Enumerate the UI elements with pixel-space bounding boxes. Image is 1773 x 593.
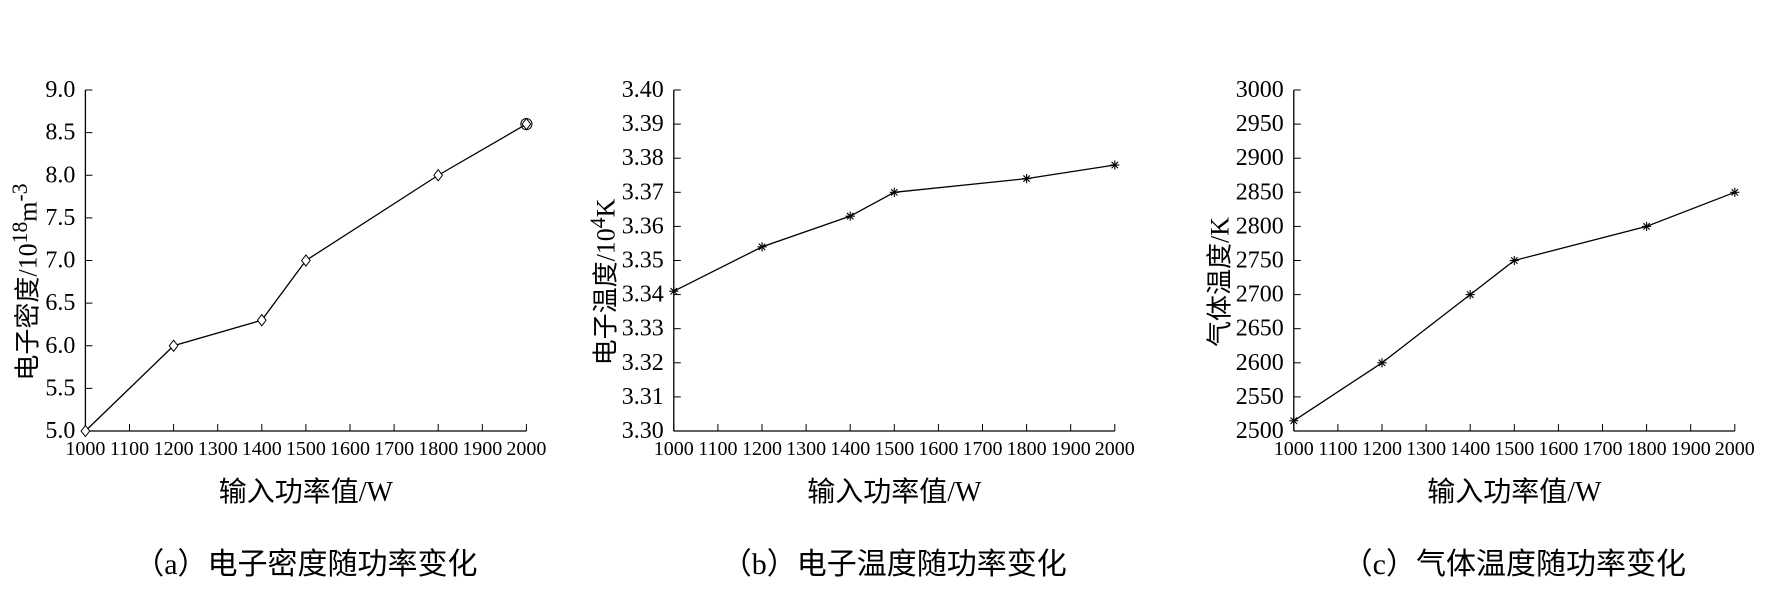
svg-text:1200: 1200 xyxy=(1362,438,1402,460)
svg-text:1500: 1500 xyxy=(286,438,326,460)
svg-text:1600: 1600 xyxy=(918,438,958,460)
svg-text:7.0: 7.0 xyxy=(45,248,75,274)
svg-text:1500: 1500 xyxy=(874,438,914,460)
svg-text:2700: 2700 xyxy=(1236,282,1284,308)
svg-text:1300: 1300 xyxy=(1406,438,1446,460)
svg-text:3.36: 3.36 xyxy=(622,213,664,239)
svg-text:7.5: 7.5 xyxy=(45,205,75,231)
svg-text:3.37: 3.37 xyxy=(622,179,664,205)
svg-text:2000: 2000 xyxy=(506,438,546,460)
svg-text:2600: 2600 xyxy=(1236,350,1284,376)
svg-text:3.40: 3.40 xyxy=(622,77,664,103)
svg-text:2000: 2000 xyxy=(1095,438,1135,460)
svg-text:1100: 1100 xyxy=(698,438,737,460)
svg-text:1700: 1700 xyxy=(1583,438,1623,460)
svg-text:3.30: 3.30 xyxy=(622,418,664,444)
svg-text:1900: 1900 xyxy=(1051,438,1091,460)
svg-text:3.32: 3.32 xyxy=(622,350,664,376)
svg-text:1500: 1500 xyxy=(1494,438,1534,460)
svg-text:3.38: 3.38 xyxy=(622,145,664,171)
svg-text:8.5: 8.5 xyxy=(45,120,75,146)
svg-text:1800: 1800 xyxy=(1627,438,1667,460)
svg-text:1800: 1800 xyxy=(418,438,458,460)
svg-text:1400: 1400 xyxy=(830,438,870,460)
svg-text:8.0: 8.0 xyxy=(45,162,75,188)
svg-text:1900: 1900 xyxy=(1671,438,1711,460)
svg-text:2550: 2550 xyxy=(1236,384,1284,410)
svg-text:1200: 1200 xyxy=(154,438,194,460)
svg-text:2950: 2950 xyxy=(1236,111,1284,137)
svg-text:2800: 2800 xyxy=(1236,213,1284,239)
svg-text:6.0: 6.0 xyxy=(45,333,75,359)
svg-text:1600: 1600 xyxy=(1538,438,1578,460)
svg-text:3.39: 3.39 xyxy=(622,111,664,137)
svg-text:3.35: 3.35 xyxy=(622,248,664,274)
svg-text:2850: 2850 xyxy=(1236,179,1284,205)
svg-text:5.5: 5.5 xyxy=(45,375,75,401)
svg-text:1400: 1400 xyxy=(242,438,282,460)
svg-text:1100: 1100 xyxy=(1318,438,1357,460)
svg-text:1100: 1100 xyxy=(110,438,149,460)
svg-text:1900: 1900 xyxy=(462,438,502,460)
svg-text:2900: 2900 xyxy=(1236,145,1284,171)
svg-text:9.0: 9.0 xyxy=(45,77,75,103)
svg-text:1700: 1700 xyxy=(374,438,414,460)
svg-text:5.0: 5.0 xyxy=(45,418,75,444)
svg-text:3000: 3000 xyxy=(1236,77,1284,103)
svg-text:2650: 2650 xyxy=(1236,316,1284,342)
svg-text:1700: 1700 xyxy=(963,438,1003,460)
svg-text:6.5: 6.5 xyxy=(45,290,75,316)
svg-text:1600: 1600 xyxy=(330,438,370,460)
svg-text:2750: 2750 xyxy=(1236,248,1284,274)
svg-text:1200: 1200 xyxy=(742,438,782,460)
svg-text:2000: 2000 xyxy=(1715,438,1755,460)
svg-text:3.31: 3.31 xyxy=(622,384,664,410)
svg-text:1300: 1300 xyxy=(198,438,238,460)
svg-text:3.33: 3.33 xyxy=(622,316,664,342)
svg-text:3.34: 3.34 xyxy=(622,282,664,308)
svg-text:1300: 1300 xyxy=(786,438,826,460)
svg-text:2500: 2500 xyxy=(1236,418,1284,444)
svg-text:1400: 1400 xyxy=(1450,438,1490,460)
svg-text:1800: 1800 xyxy=(1007,438,1047,460)
